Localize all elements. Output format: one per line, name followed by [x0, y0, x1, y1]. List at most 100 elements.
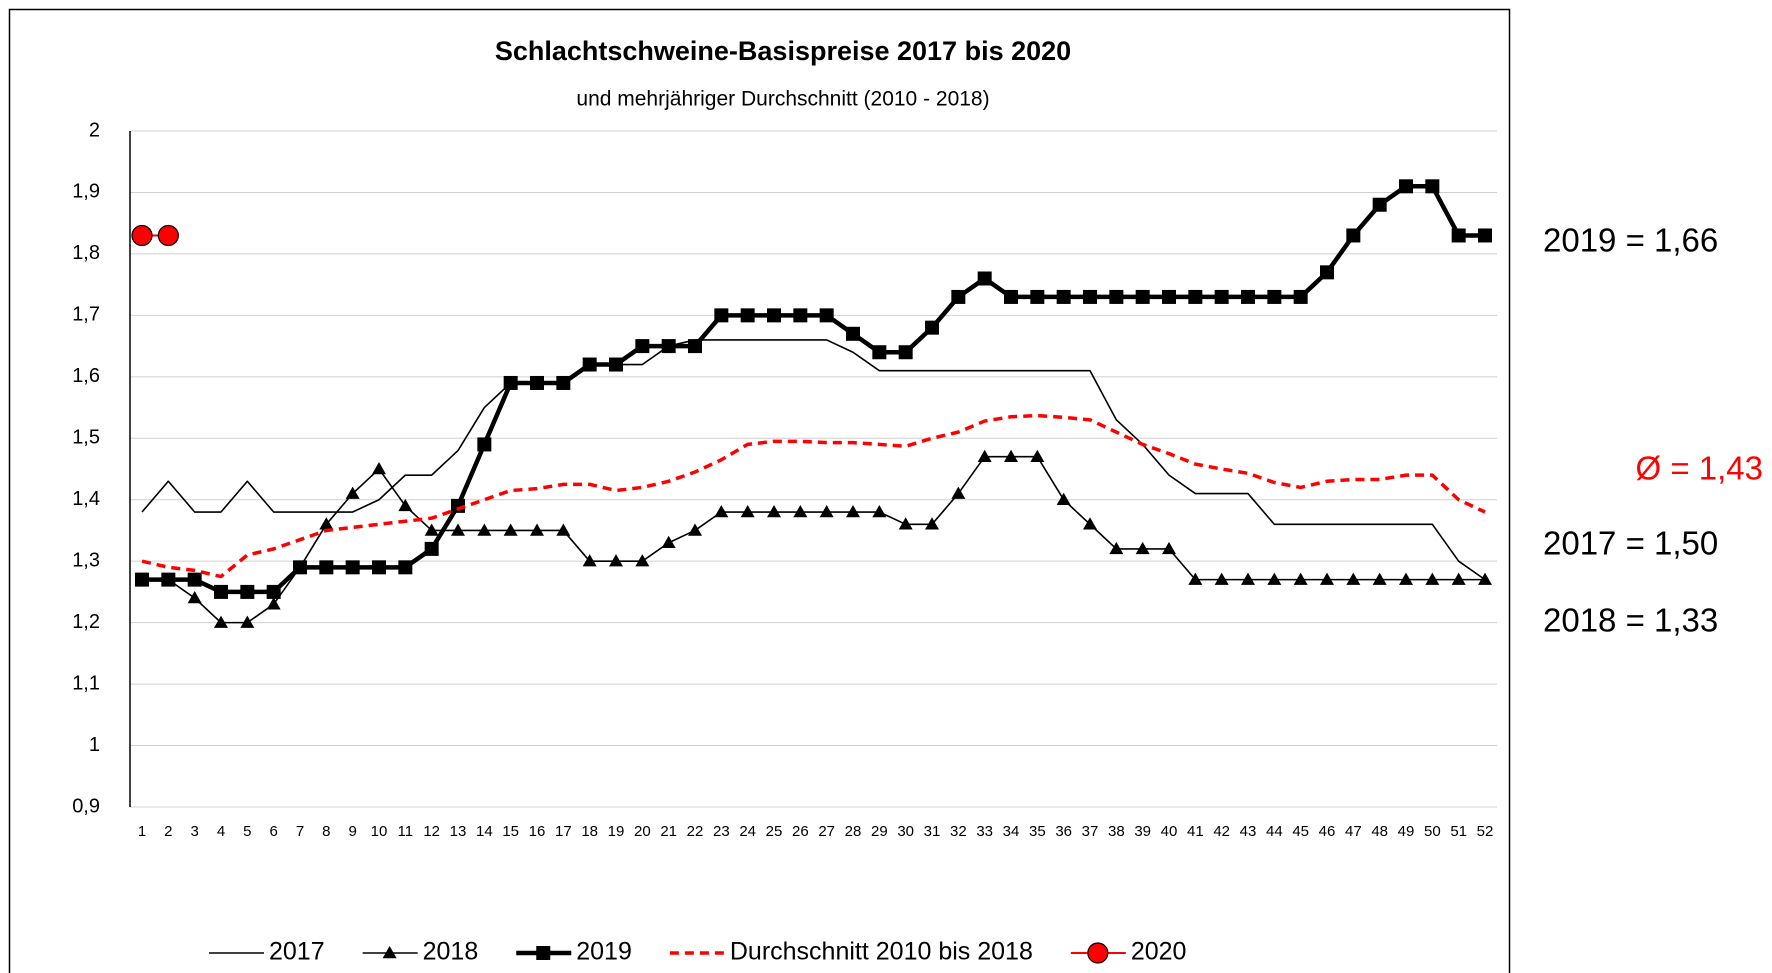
triangle-marker [1320, 572, 1334, 585]
x-tick-label: 27 [818, 823, 835, 840]
square-marker [536, 946, 551, 960]
square-marker [1083, 289, 1097, 304]
x-tick-label: 37 [1082, 823, 1099, 840]
square-marker [1478, 228, 1492, 243]
square-marker [609, 357, 623, 372]
triangle-marker [951, 486, 966, 499]
triangle-marker [635, 554, 650, 567]
x-tick-label: 5 [243, 823, 251, 840]
x-tick-label: 48 [1371, 823, 1388, 840]
x-tick-label: 42 [1213, 823, 1230, 840]
triangle-marker [240, 615, 255, 628]
triangle-marker [372, 462, 386, 475]
series-line [141, 339, 1486, 581]
triangle-marker [688, 523, 702, 536]
plot-area [131, 179, 1492, 628]
triangle-marker [1056, 492, 1071, 505]
triangle-marker [846, 505, 860, 518]
x-tick-label: 22 [687, 823, 704, 840]
x-tick-label: 36 [1055, 823, 1072, 840]
square-marker [1451, 228, 1466, 243]
circle-marker [157, 224, 179, 247]
y-tick-label: 0,9 [72, 795, 100, 817]
square-marker [925, 320, 939, 335]
x-tick-label: 8 [322, 823, 330, 840]
triangle-marker [1214, 572, 1229, 585]
x-tick-label: 2 [164, 823, 172, 840]
y-tick-label: 1,4 [72, 488, 100, 510]
x-tick-label: 44 [1266, 823, 1283, 840]
square-marker [135, 572, 149, 587]
annotations: 2019 = 1,66 Ø = 1,43 2017 = 1,50 2018 = 1,3… [1543, 222, 1763, 639]
triangle-marker [1030, 449, 1045, 462]
square-marker [1030, 289, 1045, 304]
triangle-marker [582, 554, 597, 567]
triangle-marker [1083, 517, 1097, 530]
triangle-marker [714, 505, 729, 518]
square-marker [187, 572, 202, 587]
triangle-marker [872, 505, 887, 518]
x-tick-label: 26 [792, 823, 809, 840]
triangle-marker [1135, 541, 1150, 555]
x-tick-label: 46 [1319, 823, 1336, 840]
triangle-marker [898, 517, 913, 530]
square-marker [688, 339, 702, 354]
x-tick-label: 21 [660, 823, 677, 840]
square-marker [635, 339, 650, 354]
triangle-marker [319, 517, 334, 530]
square-marker [898, 345, 913, 360]
x-tick-label: 16 [529, 823, 546, 840]
square-marker [477, 437, 492, 452]
square-marker [1004, 289, 1018, 304]
x-tick-label: 30 [897, 823, 914, 840]
square-marker [793, 308, 808, 323]
x-tick-label: 6 [269, 823, 277, 840]
square-marker [1293, 289, 1308, 304]
triangle-marker [503, 523, 518, 536]
square-marker [1425, 179, 1440, 194]
square-marker [372, 560, 386, 575]
square-marker [819, 308, 834, 323]
square-marker [1188, 289, 1203, 304]
chart-frame [8, 8, 1511, 973]
y-tick-label: 1,6 [72, 365, 100, 387]
square-marker [582, 357, 597, 372]
triangle-marker [398, 498, 413, 512]
legend-label: 2019 [576, 938, 632, 966]
square-marker [214, 584, 228, 599]
square-marker [767, 308, 781, 323]
series-line [141, 413, 1486, 579]
x-tick-label: 19 [608, 823, 625, 840]
triangle-marker [793, 505, 808, 518]
triangle-marker [1346, 572, 1361, 585]
triangle-marker [767, 505, 781, 518]
y-tick-label: 1,5 [72, 427, 100, 449]
x-tick-label: 20 [634, 823, 651, 840]
annotation: 2018 = 1,33 [1543, 602, 1718, 639]
x-tick-label: 41 [1187, 823, 1204, 840]
y-tick-label: 1,7 [72, 304, 100, 326]
series-line [142, 455, 1485, 624]
legend-label: 2017 [269, 938, 325, 966]
x-tick-label: 43 [1240, 823, 1257, 840]
x-tick-label: 32 [950, 823, 967, 840]
y-tick-label: 1,2 [72, 611, 100, 633]
square-marker [530, 375, 544, 390]
grid: 0,911,11,21,31,41,51,61,71,81,921 2 3 4 5 6 7 8… [72, 119, 1497, 840]
triangle-marker [819, 505, 834, 518]
annotation: 2019 = 1,66 [1543, 222, 1718, 259]
square-marker [1135, 289, 1150, 304]
legend-label: 2020 [1131, 938, 1187, 966]
triangle-marker [1162, 541, 1176, 555]
x-tick-label: 34 [1003, 823, 1020, 840]
x-tick-label: 14 [476, 823, 493, 840]
triangle-marker [1478, 572, 1492, 585]
y-tick-label: 1,1 [72, 672, 100, 694]
square-marker [240, 584, 255, 599]
triangle-marker [556, 523, 571, 536]
triangle-marker [977, 449, 992, 462]
triangle-marker [1399, 572, 1413, 585]
square-marker [1241, 289, 1255, 304]
square-marker [846, 326, 860, 341]
